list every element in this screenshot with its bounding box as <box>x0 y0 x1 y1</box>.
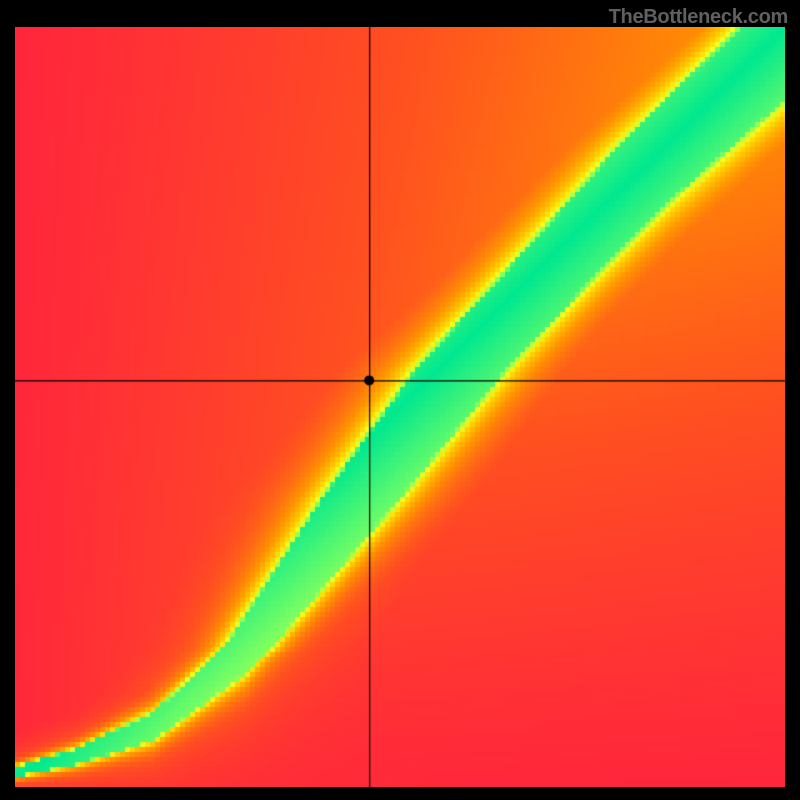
bottleneck-heatmap <box>15 27 785 787</box>
watermark-text: TheBottleneck.com <box>609 6 788 29</box>
